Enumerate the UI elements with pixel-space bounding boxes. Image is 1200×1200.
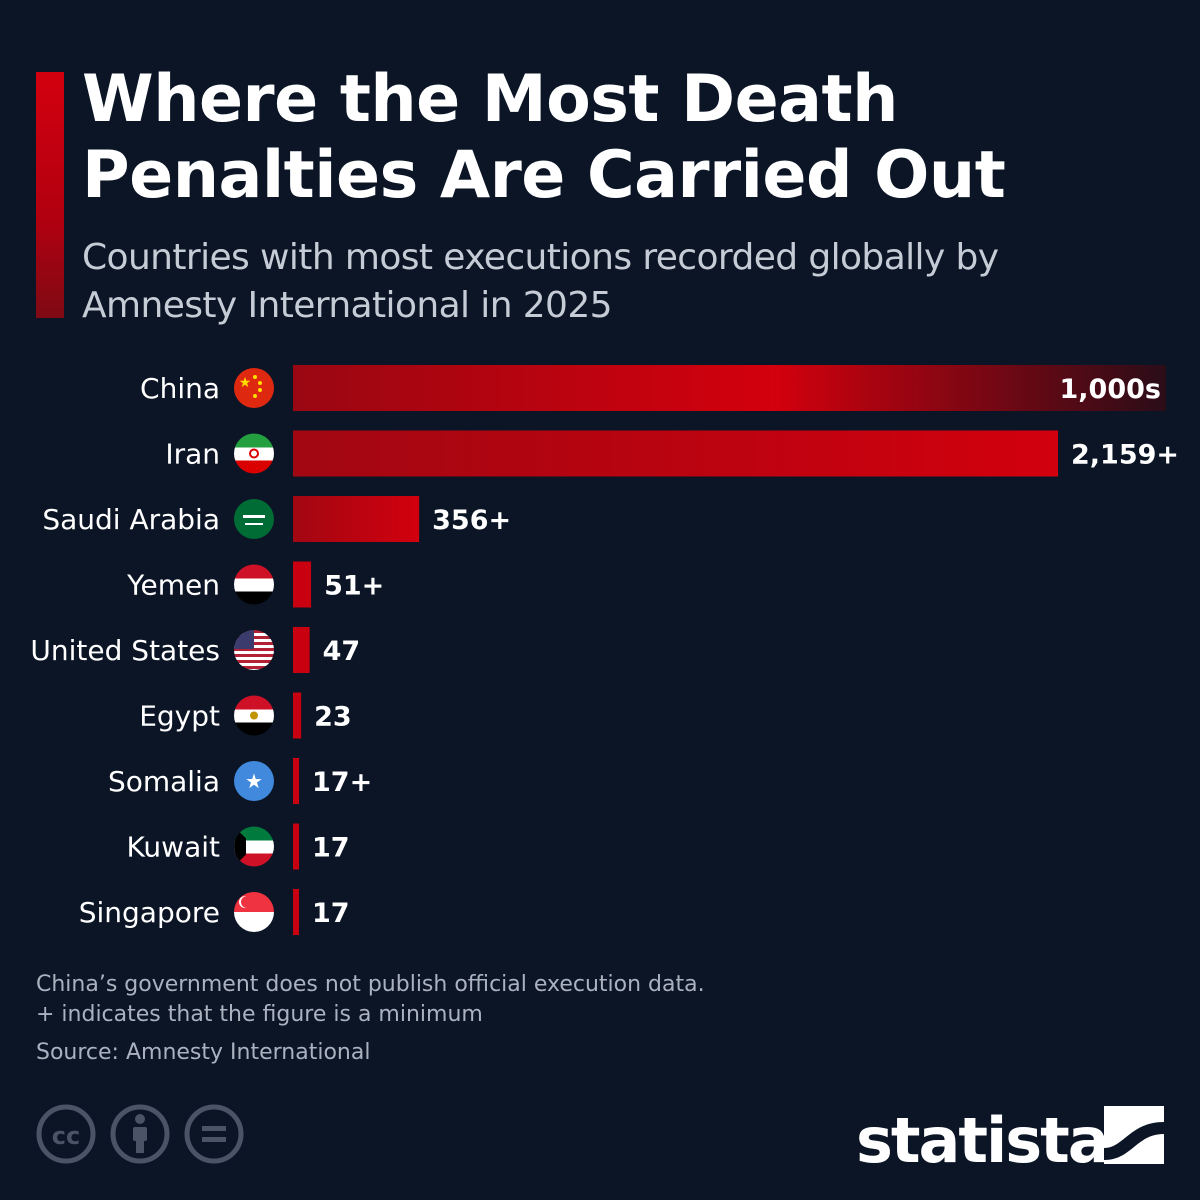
bar-row: Saudi Arabia 356+ [42, 496, 511, 542]
yemen-flag-icon [234, 564, 274, 605]
bar-row: Singapore 17 [79, 889, 350, 935]
saudi-arabia-flag-icon [234, 499, 274, 539]
value-label: 17+ [312, 767, 372, 798]
value-label: 2,159+ [1071, 440, 1179, 471]
kuwait-flag-icon [234, 826, 274, 867]
category-label: Egypt [139, 700, 220, 733]
bar [293, 496, 420, 542]
statista-mark-icon [1104, 1106, 1164, 1164]
bar [293, 758, 300, 804]
value-label: 23 [314, 702, 352, 733]
united-states-flag-icon [234, 630, 274, 670]
svg-text:★: ★ [245, 769, 263, 793]
category-label: Iran [165, 438, 220, 471]
somalia-flag-icon: ★ [234, 761, 274, 801]
bar-chart: China ★ 1,000s Iran 2,159+ Saudi Arabia 356+ Ye… [30, 365, 1179, 935]
bar [293, 627, 310, 673]
value-label: 356+ [432, 505, 511, 536]
category-label: Singapore [79, 896, 220, 929]
value-label: 17 [312, 898, 350, 929]
value-label: 17 [312, 833, 350, 864]
category-label: Kuwait [126, 831, 220, 864]
cc-icon[interactable]: cc [36, 1104, 96, 1164]
svg-text:★: ★ [239, 375, 252, 391]
svg-text:cc: cc [52, 1122, 80, 1150]
bar [293, 823, 300, 870]
value-label: 1,000s [1060, 374, 1161, 405]
bar-row: Yemen 51+ [126, 561, 384, 608]
bar [293, 889, 300, 935]
china-flag-icon: ★ [234, 368, 274, 408]
source-note: Source: Amnesty International [36, 1040, 371, 1065]
category-label: United States [30, 634, 220, 667]
footnote-china: China’s government does not publish offi… [36, 972, 705, 997]
egypt-flag-icon [234, 695, 274, 736]
category-label: Saudi Arabia [42, 503, 220, 536]
bar [293, 430, 1058, 477]
footnote-minimum: + indicates that the figure is a minimum [36, 1002, 483, 1027]
bar [293, 692, 302, 739]
attribution-icon[interactable] [110, 1104, 170, 1164]
bar-row: Kuwait 17 [126, 823, 350, 870]
no-derivatives-icon[interactable] [184, 1104, 244, 1164]
category-label: Somalia [108, 765, 220, 798]
title-accent-bar [36, 72, 64, 318]
singapore-flag-icon [234, 892, 274, 932]
bar-row: Somalia ★ 17+ [108, 758, 372, 804]
statista-wordmark: statista [856, 1104, 1108, 1170]
category-label: Yemen [126, 569, 220, 602]
iran-flag-icon [234, 433, 274, 474]
license-icons: cc [36, 1104, 244, 1164]
bar-row: China ★ 1,000s [140, 365, 1166, 411]
value-label: 51+ [324, 571, 384, 602]
chart-title: Where the Most Death Penalties Are Carri… [82, 62, 1006, 213]
statista-logo: statista [856, 1104, 1164, 1170]
bar [293, 561, 312, 608]
bar-row: United States 47 [30, 627, 360, 673]
category-label: China [140, 372, 220, 405]
bar-row: Egypt 23 [139, 692, 352, 739]
value-label: 47 [323, 636, 361, 667]
chart-subtitle: Countries with most executions recorded … [82, 237, 999, 326]
footnotes: China’s government does not publish offi… [36, 970, 1136, 1068]
bar-row: Iran 2,159+ [165, 430, 1179, 477]
bar [293, 365, 1166, 411]
